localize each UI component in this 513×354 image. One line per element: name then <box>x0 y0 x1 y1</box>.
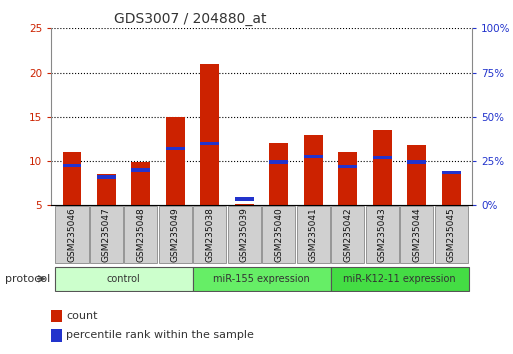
FancyBboxPatch shape <box>435 206 468 263</box>
Text: GSM235046: GSM235046 <box>68 207 76 262</box>
Text: GSM235041: GSM235041 <box>309 207 318 262</box>
Bar <box>131 168 150 172</box>
FancyBboxPatch shape <box>331 206 364 263</box>
FancyBboxPatch shape <box>124 206 157 263</box>
Text: GSM235042: GSM235042 <box>343 207 352 262</box>
FancyBboxPatch shape <box>228 206 261 263</box>
Text: GSM235039: GSM235039 <box>240 207 249 262</box>
Bar <box>442 171 461 174</box>
Bar <box>235 204 254 205</box>
Text: GSM235047: GSM235047 <box>102 207 111 262</box>
Text: GDS3007 / 204880_at: GDS3007 / 204880_at <box>114 12 267 26</box>
FancyBboxPatch shape <box>193 267 330 291</box>
Text: count: count <box>66 311 97 321</box>
Text: percentile rank within the sample: percentile rank within the sample <box>66 330 254 341</box>
Bar <box>201 64 220 205</box>
FancyBboxPatch shape <box>366 206 399 263</box>
Bar <box>407 160 426 164</box>
Text: control: control <box>107 274 141 284</box>
Bar <box>63 152 82 205</box>
Bar <box>304 135 323 205</box>
Bar <box>166 117 185 205</box>
Bar <box>269 160 288 164</box>
Bar <box>97 175 116 205</box>
Bar <box>442 173 461 205</box>
FancyBboxPatch shape <box>330 267 468 291</box>
Bar <box>166 147 185 150</box>
Text: GSM235049: GSM235049 <box>171 207 180 262</box>
Text: GSM235040: GSM235040 <box>274 207 283 262</box>
FancyBboxPatch shape <box>159 206 192 263</box>
Bar <box>339 165 358 168</box>
FancyBboxPatch shape <box>297 206 330 263</box>
Text: GSM235045: GSM235045 <box>447 207 456 262</box>
Text: GSM235048: GSM235048 <box>136 207 146 262</box>
FancyBboxPatch shape <box>193 206 226 263</box>
Bar <box>373 156 392 159</box>
Text: GSM235044: GSM235044 <box>412 207 421 262</box>
Bar <box>131 162 150 205</box>
Text: protocol: protocol <box>5 274 50 284</box>
Bar <box>201 142 220 145</box>
FancyBboxPatch shape <box>400 206 433 263</box>
FancyBboxPatch shape <box>90 206 123 263</box>
Bar <box>235 198 254 201</box>
Bar <box>304 155 323 158</box>
Bar <box>97 175 116 179</box>
Text: miR-K12-11 expression: miR-K12-11 expression <box>343 274 456 284</box>
Text: GSM235038: GSM235038 <box>205 207 214 262</box>
Text: miR-155 expression: miR-155 expression <box>213 274 310 284</box>
Text: GSM235043: GSM235043 <box>378 207 387 262</box>
Bar <box>407 145 426 205</box>
Bar <box>373 130 392 205</box>
FancyBboxPatch shape <box>55 206 89 263</box>
Bar <box>51 329 62 342</box>
Bar <box>51 309 62 322</box>
Bar <box>63 164 82 167</box>
FancyBboxPatch shape <box>262 206 295 263</box>
Bar <box>269 143 288 205</box>
Bar <box>339 152 358 205</box>
FancyBboxPatch shape <box>55 267 193 291</box>
